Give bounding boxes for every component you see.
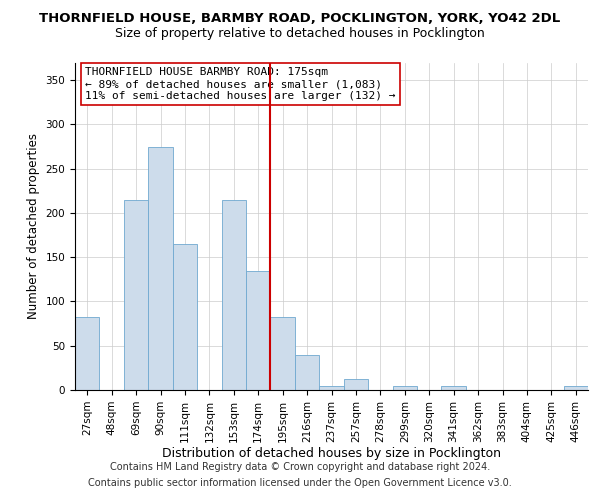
Bar <box>271 316 295 390</box>
Bar <box>148 146 173 390</box>
Bar <box>124 200 148 390</box>
Text: THORNFIELD HOUSE, BARMBY ROAD, POCKLINGTON, YORK, YO42 2DL: THORNFIELD HOUSE, BARMBY ROAD, POCKLINGT… <box>40 12 560 26</box>
Bar <box>442 386 466 390</box>
Bar <box>295 354 319 390</box>
Bar <box>392 386 417 390</box>
Text: Size of property relative to detached houses in Pocklington: Size of property relative to detached ho… <box>115 28 485 40</box>
X-axis label: Distribution of detached houses by size in Pocklington: Distribution of detached houses by size … <box>162 448 501 460</box>
Text: THORNFIELD HOUSE BARMBY ROAD: 175sqm
← 89% of detached houses are smaller (1,083: THORNFIELD HOUSE BARMBY ROAD: 175sqm ← 8… <box>85 68 396 100</box>
Bar <box>246 270 271 390</box>
Bar <box>563 386 588 390</box>
Bar <box>221 200 246 390</box>
Bar <box>173 244 197 390</box>
Text: Contains public sector information licensed under the Open Government Licence v3: Contains public sector information licen… <box>88 478 512 488</box>
Y-axis label: Number of detached properties: Number of detached properties <box>27 133 40 320</box>
Bar <box>319 386 344 390</box>
Bar <box>344 380 368 390</box>
Text: Contains HM Land Registry data © Crown copyright and database right 2024.: Contains HM Land Registry data © Crown c… <box>110 462 490 472</box>
Bar <box>75 316 100 390</box>
